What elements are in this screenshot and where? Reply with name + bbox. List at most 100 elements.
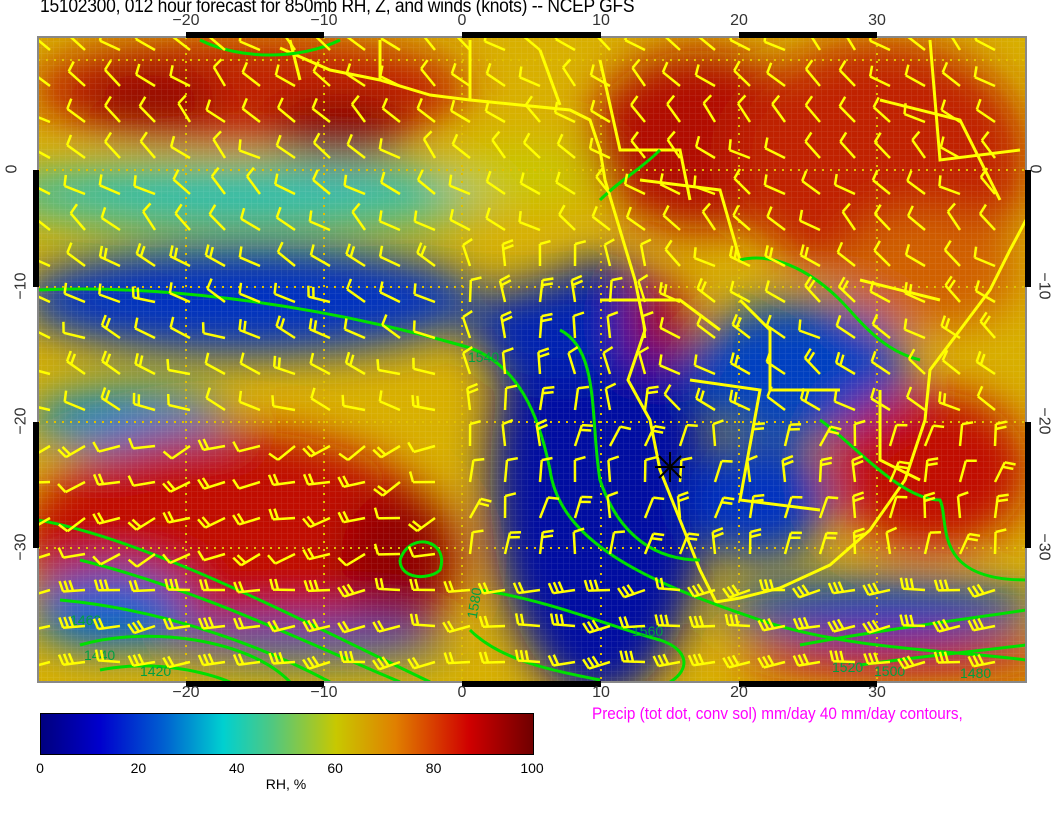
wind-barb xyxy=(897,655,926,670)
wind-barb xyxy=(503,530,522,555)
wind-barb xyxy=(468,276,482,303)
wind-barb xyxy=(537,347,550,375)
wind-barb xyxy=(103,59,121,87)
lon-tick-label-bottom: −10 xyxy=(310,684,338,701)
wind-barb xyxy=(162,444,191,460)
wind-barb xyxy=(763,174,786,196)
wind-barb xyxy=(888,423,908,447)
wind-barb xyxy=(906,170,926,196)
wind-barb xyxy=(604,382,617,411)
wind-barb xyxy=(162,480,191,493)
wind-barb xyxy=(654,577,681,592)
wind-barb xyxy=(274,64,296,88)
wind-barb xyxy=(468,529,484,555)
wind-barb xyxy=(522,37,541,51)
wind-barb xyxy=(267,619,296,633)
wind-barb xyxy=(630,95,646,123)
wind-barb xyxy=(693,247,716,268)
lon-tick-label-bottom: 10 xyxy=(592,684,610,701)
wind-barb xyxy=(238,37,261,52)
wind-barb xyxy=(589,64,611,88)
wind-barb xyxy=(92,473,121,486)
wind-barb xyxy=(729,37,751,52)
wind-barb xyxy=(443,651,471,665)
wind-barb xyxy=(666,94,682,123)
wind-barb xyxy=(100,207,121,232)
wind-barb xyxy=(169,316,191,340)
wind-barb xyxy=(701,202,717,231)
wind-barb xyxy=(162,510,191,524)
wind-barb xyxy=(239,352,261,376)
wind-barb xyxy=(267,473,296,487)
wind-barb xyxy=(461,346,473,375)
wind-barb xyxy=(993,461,1016,483)
wind-barb xyxy=(783,495,803,519)
wind-barb xyxy=(169,245,191,268)
wind-barb xyxy=(766,386,786,411)
wind-barb xyxy=(804,275,821,303)
wind-barb xyxy=(38,660,51,667)
wind-barb xyxy=(309,352,331,376)
wind-barb xyxy=(412,320,436,340)
wind-barb xyxy=(801,170,821,196)
wind-barb xyxy=(663,384,681,411)
wind-barb xyxy=(967,583,996,598)
wind-barb xyxy=(57,444,86,459)
wind-barb xyxy=(980,130,996,159)
wind-barb xyxy=(906,37,926,51)
wind-barb xyxy=(422,130,437,159)
wind-barb xyxy=(372,444,401,459)
wind-barb xyxy=(38,295,51,304)
wind-barb xyxy=(652,653,681,668)
wind-barb xyxy=(871,169,891,195)
wind-barb xyxy=(171,37,191,51)
wind-barb xyxy=(197,653,226,667)
colorbar-tick: 20 xyxy=(130,760,147,776)
wind-barb xyxy=(38,369,51,376)
wind-barb xyxy=(899,577,926,592)
wind-barb xyxy=(133,317,156,340)
wind-barb xyxy=(799,244,821,268)
wind-barb xyxy=(841,202,857,231)
wind-barb xyxy=(238,139,261,160)
wind-barb xyxy=(139,131,156,159)
wind-barb xyxy=(643,456,657,483)
wind-barb xyxy=(538,496,560,519)
wind-barb xyxy=(461,238,473,267)
wind-barb xyxy=(538,312,553,339)
wind-barb xyxy=(958,421,974,447)
wind-barb xyxy=(485,170,506,196)
wind-barb xyxy=(804,59,821,87)
wind-barb xyxy=(207,37,226,51)
wind-barb xyxy=(993,420,1007,447)
wind-barb xyxy=(345,63,366,88)
wind-barb xyxy=(501,239,514,267)
wind-barb xyxy=(631,58,647,87)
wind-barb xyxy=(573,239,587,267)
wind-barb xyxy=(303,579,331,593)
wind-barb xyxy=(827,618,856,633)
wind-barb xyxy=(888,460,910,483)
wind-barb xyxy=(933,579,961,592)
wind-barb xyxy=(162,552,191,565)
wind-barb xyxy=(341,394,366,412)
wind-barb xyxy=(63,390,86,412)
wind-barb xyxy=(978,203,996,231)
wind-barb xyxy=(661,61,681,87)
wind-barb xyxy=(873,204,891,231)
wind-barb xyxy=(172,169,191,195)
wind-barb xyxy=(903,318,926,340)
wind-barb xyxy=(766,62,786,88)
wind-barb xyxy=(312,60,331,87)
wind-barb xyxy=(378,138,401,160)
wind-barb xyxy=(958,459,977,483)
wind-barb xyxy=(687,583,716,598)
wind-barb xyxy=(678,423,698,447)
wind-barb xyxy=(608,530,626,555)
wind-barb xyxy=(100,387,121,412)
wind-barb xyxy=(818,495,839,519)
wind-barb xyxy=(407,516,436,533)
wind-barb xyxy=(58,580,86,593)
wind-barb xyxy=(694,135,716,160)
